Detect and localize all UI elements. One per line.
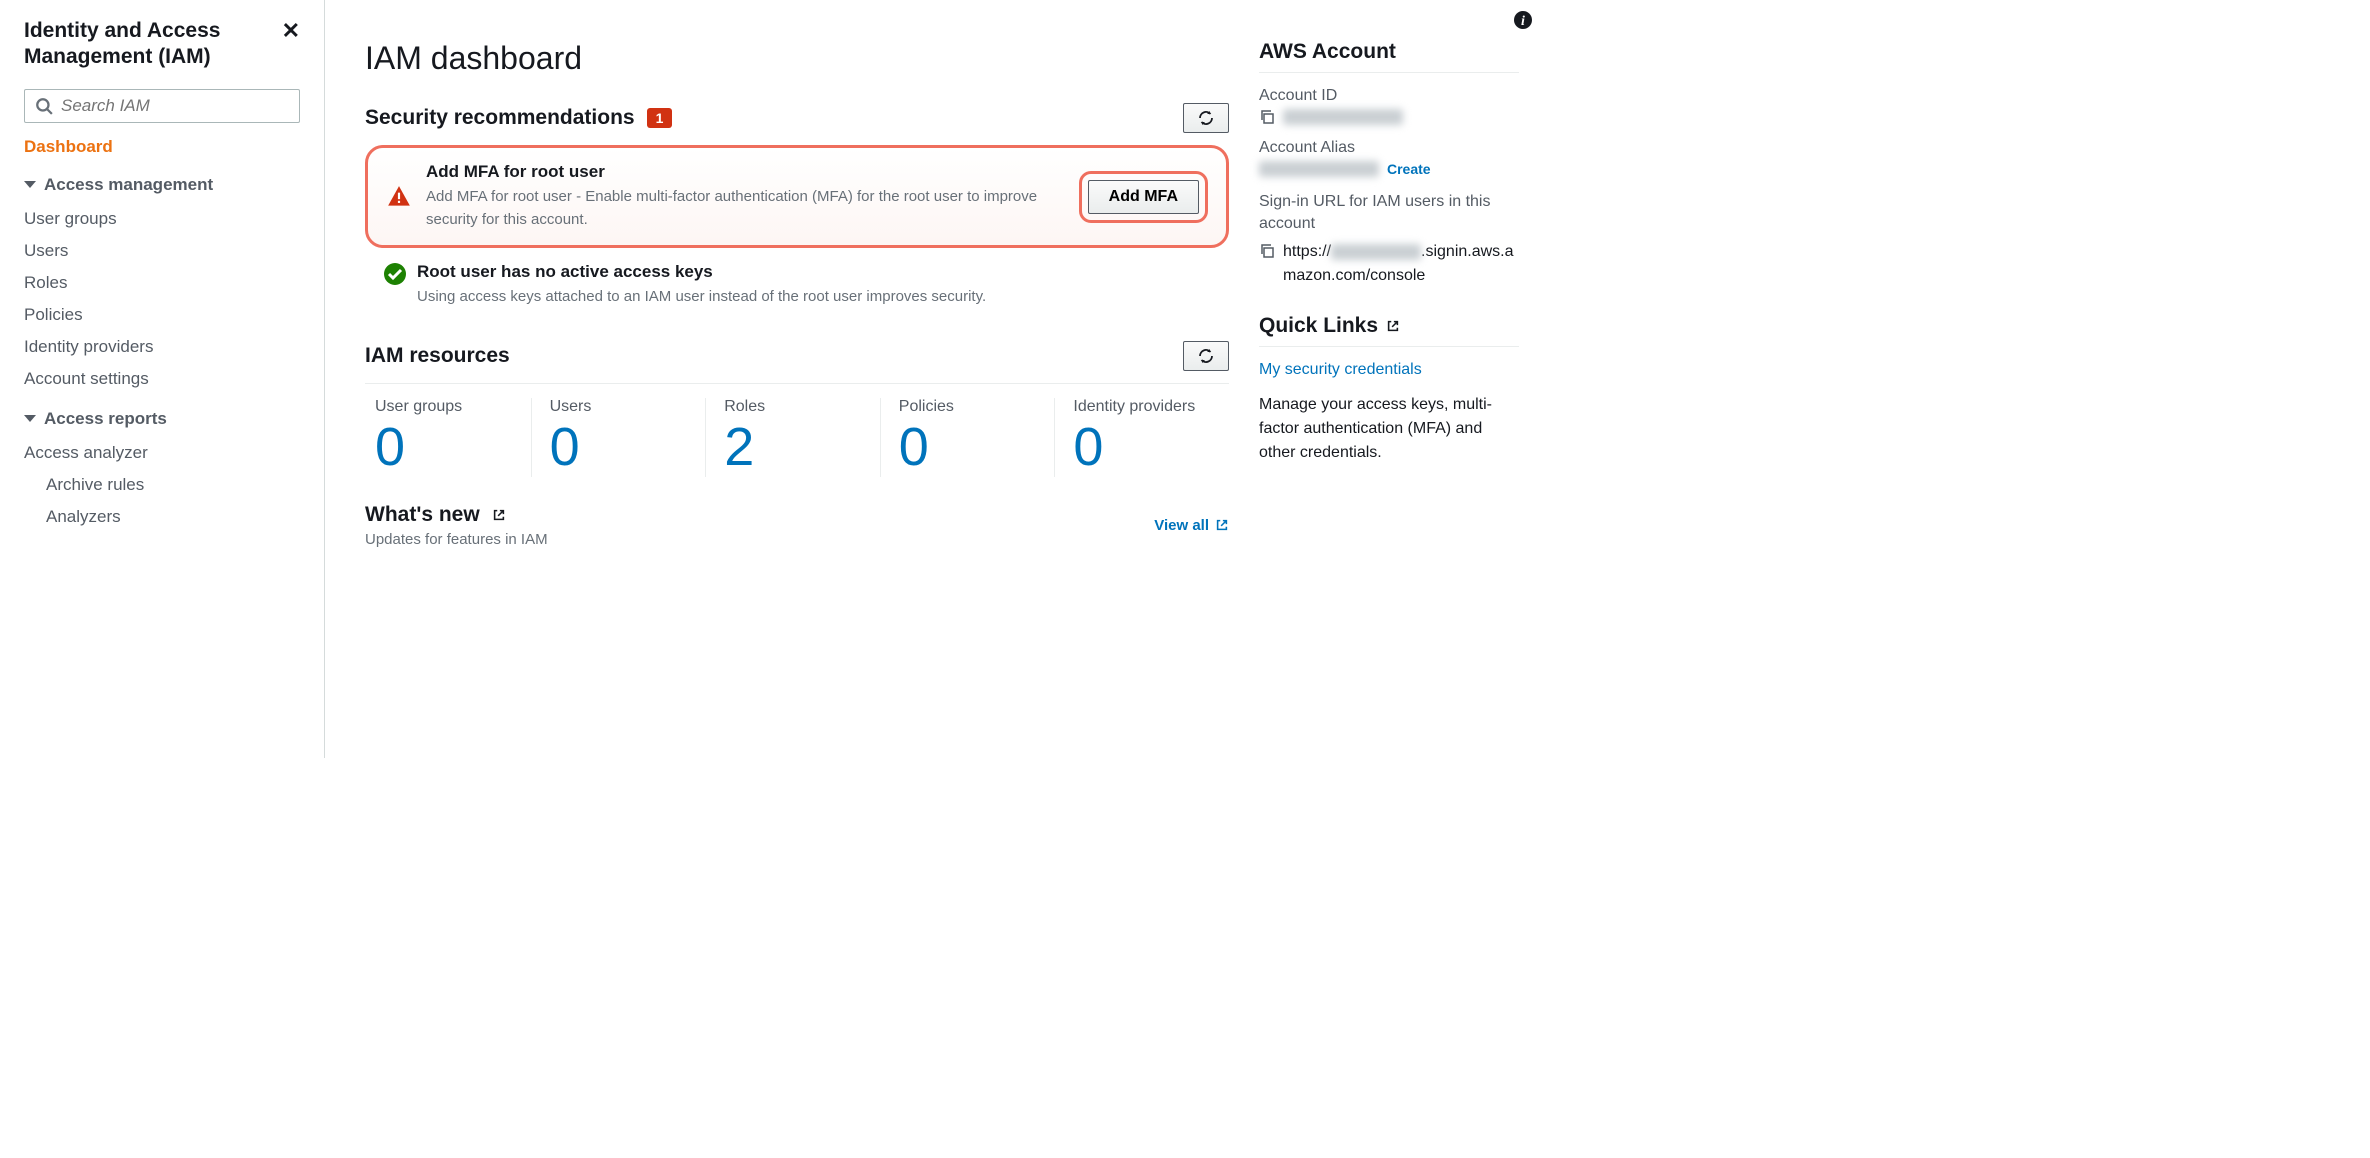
nav-roles[interactable]: Roles [24, 267, 300, 299]
view-all-link[interactable]: View all [1154, 517, 1229, 534]
quick-links-section: Quick Links My security credentials Mana… [1259, 314, 1519, 465]
search-input[interactable] [61, 96, 289, 116]
sidebar-header: Identity and Access Management (IAM) ✕ [24, 18, 300, 71]
resource-label: Roles [724, 398, 862, 416]
page-title: IAM dashboard [365, 40, 1229, 77]
rec-add-mfa-card: Add MFA for root user Add MFA for root u… [365, 145, 1229, 248]
resource-label: Policies [899, 398, 1037, 416]
info-icon[interactable]: i [1513, 10, 1533, 36]
external-link-icon [1215, 518, 1229, 532]
account-alias-label: Account Alias [1259, 139, 1519, 157]
resources-header: IAM resources [365, 341, 1229, 371]
copy-icon[interactable] [1259, 243, 1275, 259]
resource-value: 2 [724, 418, 862, 477]
refresh-resources-button[interactable] [1183, 341, 1229, 371]
resource-value: 0 [899, 418, 1037, 477]
resource-value: 0 [375, 418, 513, 477]
resource-value: 0 [1073, 418, 1211, 477]
add-mfa-button[interactable]: Add MFA [1088, 180, 1199, 214]
aws-account-heading: AWS Account [1259, 40, 1519, 73]
resource-policies[interactable]: Policies 0 [880, 398, 1055, 477]
warning-icon [386, 184, 412, 210]
nav-section-access-management[interactable]: Access management [24, 175, 300, 195]
view-all-label: View all [1154, 517, 1209, 534]
search-input-wrapper[interactable] [24, 89, 300, 123]
nav-identity-providers[interactable]: Identity providers [24, 331, 300, 363]
account-id-value [1283, 109, 1403, 125]
close-icon[interactable]: ✕ [282, 18, 300, 44]
nav-access-analyzer[interactable]: Access analyzer [24, 437, 300, 469]
rec-mfa-desc: Add MFA for root user - Enable multi-fac… [426, 186, 1065, 231]
security-recs-header: Security recommendations 1 [365, 103, 1229, 133]
resource-value: 0 [550, 418, 688, 477]
nav-dashboard[interactable]: Dashboard [24, 137, 300, 157]
signin-url-value: https://.signin.aws.amazon.com/console [1283, 240, 1519, 288]
refresh-recs-button[interactable] [1183, 103, 1229, 133]
account-alias-value [1259, 161, 1379, 177]
copy-icon[interactable] [1259, 109, 1275, 125]
resource-users[interactable]: Users 0 [531, 398, 706, 477]
main-content: i IAM dashboard Security recommendations… [325, 0, 1549, 758]
account-id-label: Account ID [1259, 87, 1519, 105]
external-link-icon [492, 508, 506, 522]
resource-label: Identity providers [1073, 398, 1211, 416]
nav-section-access-reports[interactable]: Access reports [24, 409, 300, 429]
recs-count-badge: 1 [647, 108, 673, 128]
nav-user-groups[interactable]: User groups [24, 203, 300, 235]
aws-account-section: AWS Account Account ID Account Alias Cre… [1259, 40, 1519, 288]
nav-section-label: Access management [44, 175, 213, 195]
right-panel: AWS Account Account ID Account Alias Cre… [1259, 40, 1519, 560]
resource-label: User groups [375, 398, 513, 416]
svg-text:i: i [1521, 14, 1525, 29]
whatsnew-header: What's new Updates for features in IAM V… [365, 503, 1229, 548]
search-icon [35, 97, 53, 115]
quick-links-heading: Quick Links [1259, 314, 1519, 347]
sidebar: Identity and Access Management (IAM) ✕ D… [0, 0, 325, 758]
create-alias-link[interactable]: Create [1387, 161, 1431, 177]
nav-archive-rules[interactable]: Archive rules [24, 469, 300, 501]
resource-label: Users [550, 398, 688, 416]
rec-keys-title: Root user has no active access keys [417, 262, 1211, 282]
quick-links-desc: Manage your access keys, multi-factor au… [1259, 393, 1519, 465]
signin-url-label: Sign-in URL for IAM users in this accoun… [1259, 191, 1519, 236]
refresh-icon [1198, 348, 1214, 364]
refresh-icon [1198, 110, 1214, 126]
whatsnew-sub: Updates for features in IAM [365, 531, 548, 548]
external-link-icon [1386, 319, 1400, 333]
resources-title: IAM resources [365, 344, 510, 368]
nav-policies[interactable]: Policies [24, 299, 300, 331]
rec-mfa-title: Add MFA for root user [426, 162, 1065, 182]
resource-user-groups[interactable]: User groups 0 [365, 398, 531, 477]
sidebar-title: Identity and Access Management (IAM) [24, 18, 282, 71]
resource-identity-providers[interactable]: Identity providers 0 [1054, 398, 1229, 477]
rec-keys-desc: Using access keys attached to an IAM use… [417, 286, 1211, 309]
chevron-down-icon [24, 415, 36, 422]
my-security-credentials-link[interactable]: My security credentials [1259, 361, 1422, 379]
add-mfa-highlight: Add MFA [1079, 171, 1208, 223]
rec-access-keys: Root user has no active access keys Usin… [365, 256, 1229, 327]
resources-grid: User groups 0 Users 0 Roles 2 Policies 0… [365, 383, 1229, 477]
security-recs-title: Security recommendations [365, 106, 635, 130]
whatsnew-title: What's new [365, 503, 480, 527]
resource-roles[interactable]: Roles 2 [705, 398, 880, 477]
nav-users[interactable]: Users [24, 235, 300, 267]
check-circle-icon [383, 262, 407, 286]
nav-analyzers[interactable]: Analyzers [24, 501, 300, 533]
chevron-down-icon [24, 181, 36, 188]
nav-account-settings[interactable]: Account settings [24, 363, 300, 395]
nav-section-label: Access reports [44, 409, 167, 429]
